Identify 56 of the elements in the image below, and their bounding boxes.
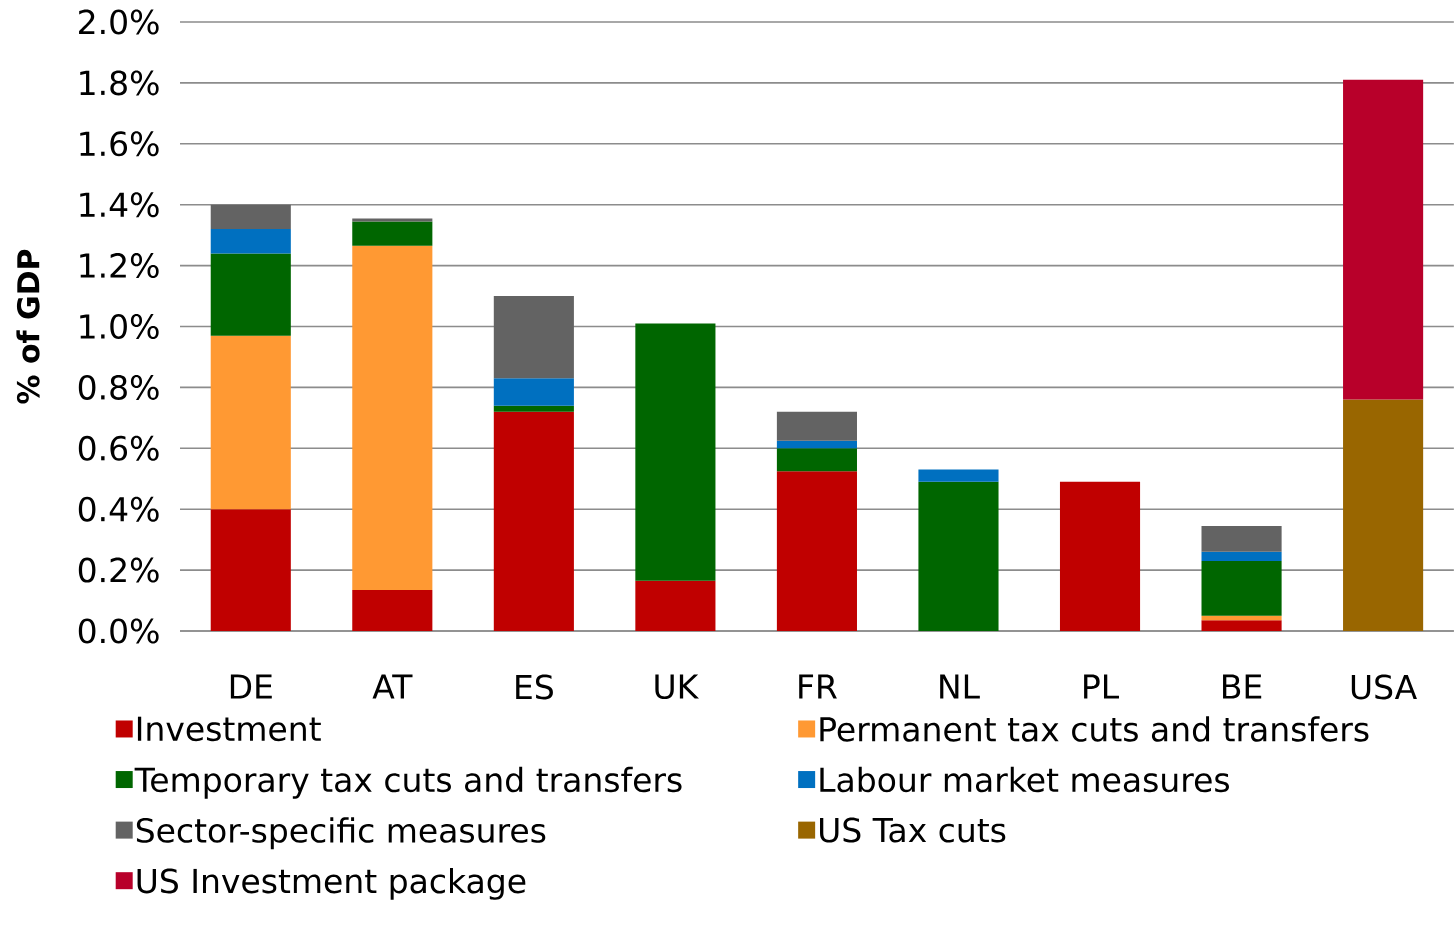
legend-label: US Tax cuts	[820, 817, 1006, 843]
bar	[493, 405, 574, 412]
y-tick-label: 1.6%	[80, 131, 159, 157]
bar	[210, 253, 291, 336]
bar	[1201, 525, 1282, 552]
bar	[493, 411, 574, 631]
bar	[210, 204, 291, 230]
x-tick-label: USA	[1351, 674, 1417, 700]
bar	[635, 323, 716, 581]
y-tick-label: 1.8%	[80, 70, 159, 96]
y-tick-label: 1.2%	[80, 253, 159, 279]
bar	[1201, 620, 1282, 631]
y-tick-label: 1.0%	[80, 314, 159, 339]
y-axis-title: % of GDP	[16, 249, 40, 404]
legend-label: Permanent tax cuts and transfers	[820, 716, 1369, 742]
legend-label: Investment	[137, 716, 321, 742]
bar	[352, 589, 433, 631]
x-tick-label: AT	[372, 674, 413, 699]
bar	[493, 378, 574, 406]
legend-label: Labour market measures	[820, 766, 1229, 793]
x-tick-label: BE	[1223, 674, 1262, 699]
bar	[493, 296, 574, 379]
x-tick-label: FR	[799, 674, 837, 699]
bar	[1059, 481, 1141, 631]
bar	[210, 229, 291, 254]
y-tick-label: 0.6%	[78, 435, 159, 461]
x-tick-label: NL	[940, 674, 980, 699]
bar	[1201, 551, 1282, 561]
bar	[1201, 560, 1282, 616]
y-tick-label: 0.2%	[78, 557, 159, 583]
y-tick-label: 1.4%	[80, 192, 159, 218]
bar	[1343, 79, 1424, 400]
y-tick-label: 2.0%	[79, 9, 159, 35]
y-tick-label: 0.4%	[78, 496, 159, 522]
bar	[210, 335, 291, 510]
bar	[210, 509, 291, 631]
y-tick-label: 0.8%	[78, 374, 159, 400]
x-tick-label: UK	[655, 674, 699, 700]
legend-label: US Investment package	[137, 867, 526, 900]
bar	[352, 245, 433, 590]
bar	[1343, 399, 1424, 631]
legend-label: Temporary tax cuts and transfers	[134, 766, 682, 799]
bar	[918, 481, 999, 631]
bar	[776, 471, 857, 631]
x-tick-label: DE	[230, 674, 272, 699]
x-tick-label: PL	[1084, 674, 1119, 699]
y-tick-label: 0.0%	[78, 618, 159, 644]
legend-label: Sector-specific measures	[136, 817, 546, 850]
bar	[776, 411, 857, 441]
bar	[776, 448, 857, 472]
bar	[352, 218, 433, 222]
bar	[635, 580, 716, 631]
bar	[352, 221, 433, 246]
x-tick-label: ES	[516, 674, 553, 700]
bar	[918, 469, 999, 482]
bar	[776, 440, 857, 449]
